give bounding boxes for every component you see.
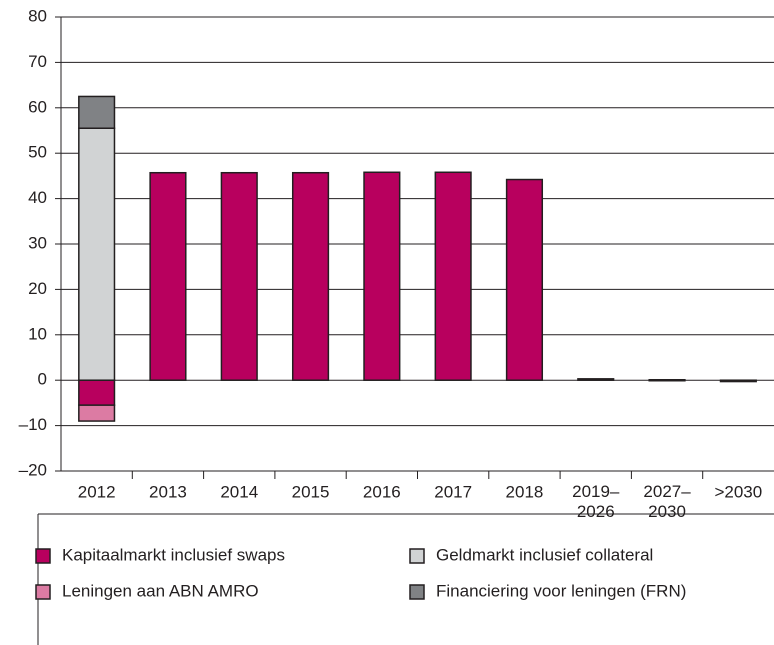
y-tick-label: 40 [28, 188, 47, 207]
bar [719, 379, 757, 383]
x-tick-label: 2017 [434, 482, 472, 501]
bar [363, 171, 401, 381]
bar [149, 171, 187, 381]
legend-swatch [409, 548, 425, 564]
x-tick-label: 2014 [220, 482, 258, 501]
bar [78, 95, 116, 129]
y-tick-label: –20 [19, 460, 47, 479]
y-tick-label: 50 [28, 143, 47, 162]
y-tick-label: 0 [38, 370, 47, 389]
y-tick-label: –10 [19, 415, 47, 434]
bar [434, 171, 472, 381]
legend-swatch [35, 584, 51, 600]
x-tick-label: 2018 [506, 482, 544, 501]
y-tick-label: 70 [28, 52, 47, 71]
bar [78, 404, 116, 422]
legend-label: Financiering voor leningen (FRN) [436, 581, 686, 600]
legend-swatch [35, 548, 51, 564]
y-tick-label: 80 [28, 6, 47, 25]
bar [505, 178, 544, 381]
y-tick-label: 60 [28, 97, 47, 116]
bar [220, 171, 258, 381]
legend-label: Geldmarkt inclusief collateral [436, 545, 653, 564]
y-tick-label: 20 [28, 279, 47, 298]
bar [291, 171, 330, 381]
bar [648, 378, 686, 382]
x-tick-label: 2019– 2026 [572, 482, 620, 521]
x-tick-label: 2015 [292, 482, 330, 501]
y-tick-label: 30 [28, 233, 47, 252]
x-tick-label: 2013 [149, 482, 187, 501]
bar [78, 379, 116, 406]
y-tick-label: 10 [28, 324, 47, 343]
x-tick-label: 2012 [78, 482, 116, 501]
legend-label: Kapitaalmarkt inclusief swaps [62, 545, 285, 564]
x-tick-label: 2016 [363, 482, 401, 501]
bar [78, 127, 116, 381]
x-tick-label: >2030 [714, 482, 762, 501]
bar [577, 378, 615, 381]
legend-swatch [409, 584, 425, 600]
legend-label: Leningen aan ABN AMRO [62, 581, 259, 600]
x-tick-label: 2027– 2030 [643, 482, 691, 521]
